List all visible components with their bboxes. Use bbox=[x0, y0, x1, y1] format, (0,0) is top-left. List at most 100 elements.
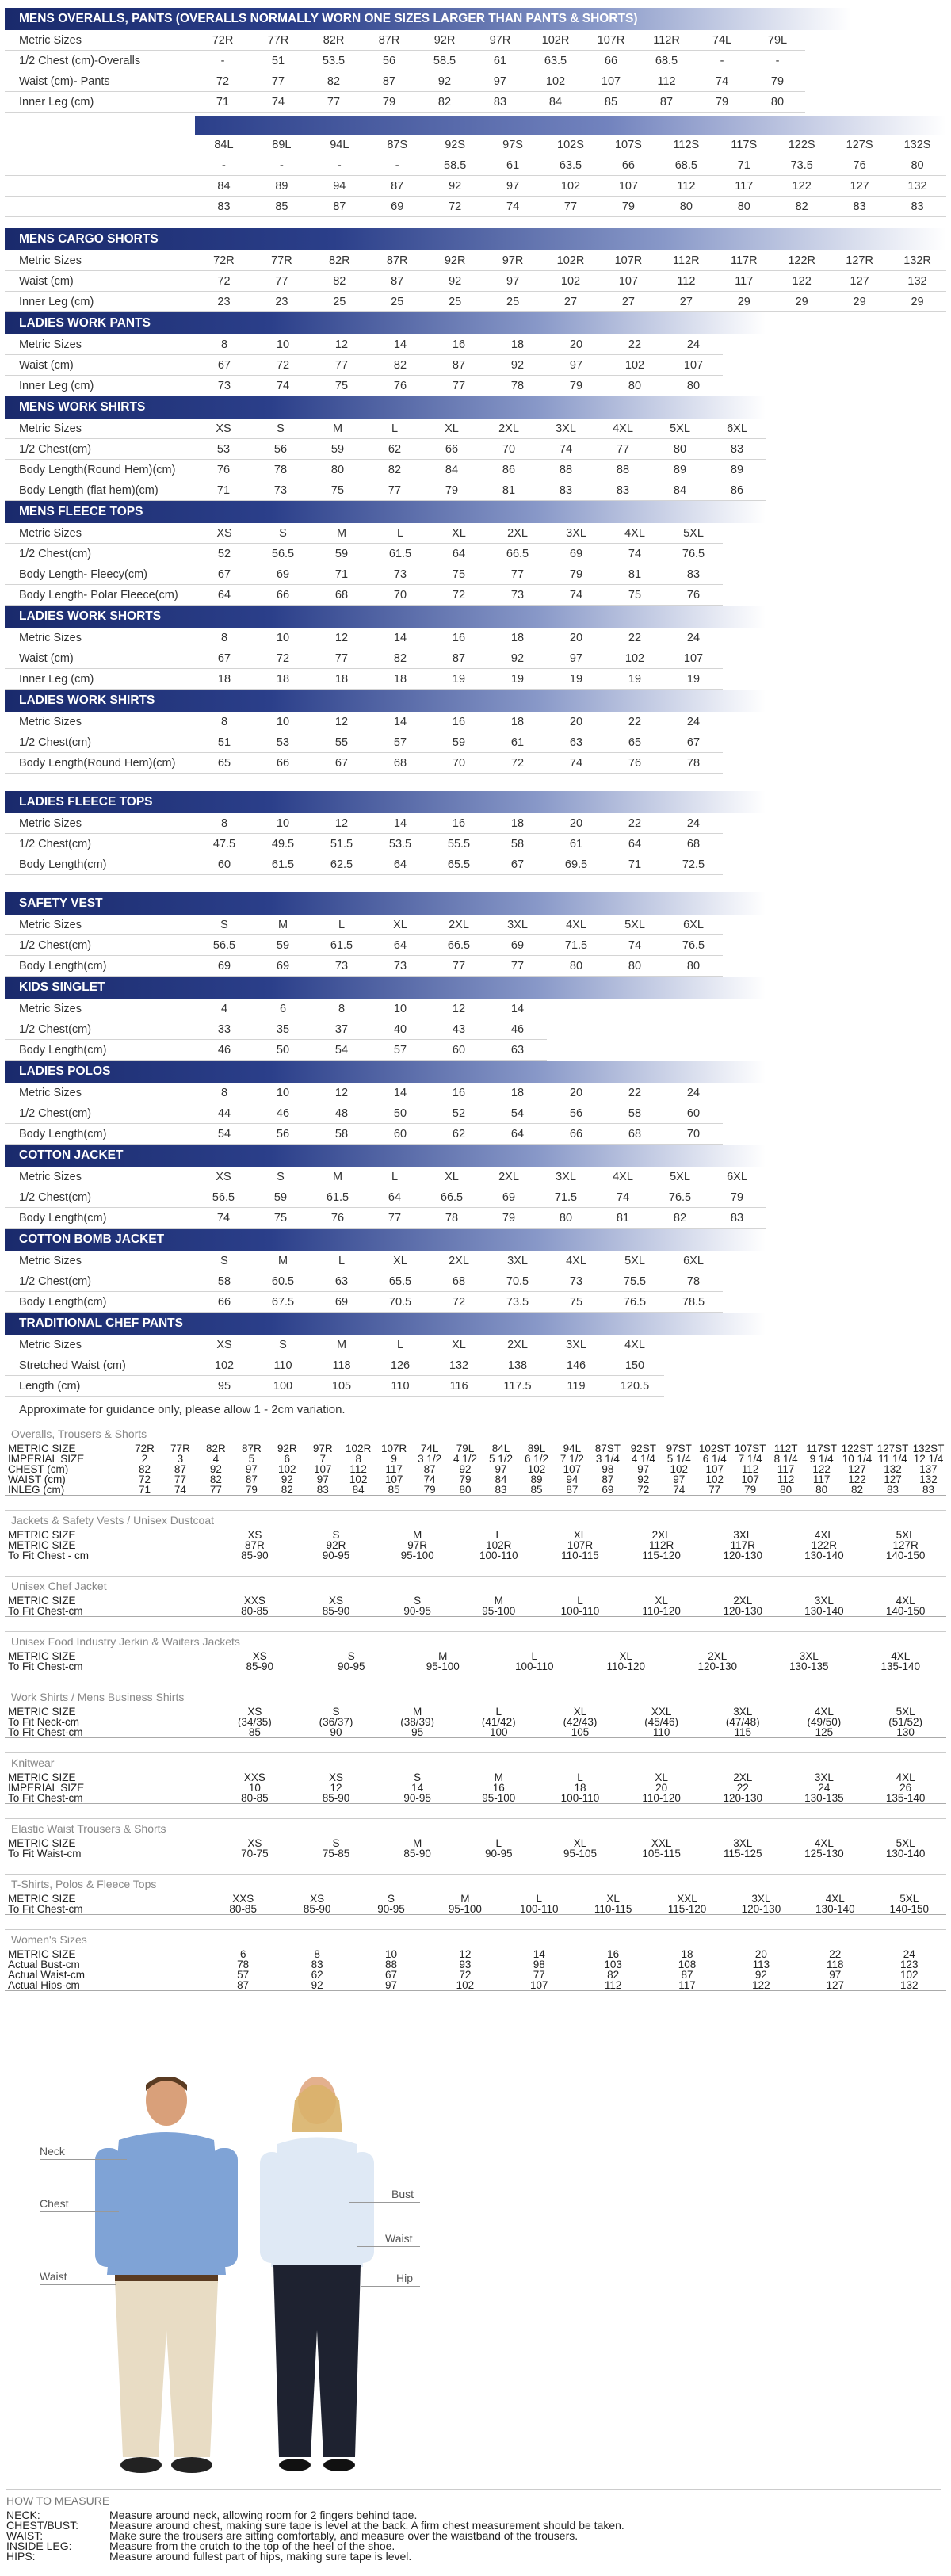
table-cell: 94L bbox=[310, 135, 369, 155]
guide-cell: 2XL bbox=[733, 1596, 753, 1606]
guide-cell: 122 bbox=[752, 1980, 770, 1991]
guide-cell: 84 bbox=[352, 1485, 365, 1496]
row-label: Stretched Waist (cm) bbox=[5, 1355, 195, 1376]
table-cell: 51 bbox=[250, 50, 306, 71]
table-cell: 80 bbox=[715, 196, 773, 217]
size-table: Metric Sizes S M L XL 2XL 3XL 4XL 5XL 6XL 1/2 Ches… bbox=[5, 1251, 723, 1313]
guide-cell: 85-90 bbox=[403, 1848, 431, 1859]
guide-cell: 117 bbox=[385, 1464, 403, 1474]
guide-block: Overalls, Trousers & Shorts METRIC SIZE 72… bbox=[5, 1424, 946, 1496]
table-cell: XS bbox=[195, 1335, 254, 1355]
neck-line bbox=[40, 2159, 127, 2160]
guide-row: METRIC SIZE XXS XS S M L XL 2XL 3XL 4XL bbox=[5, 1596, 946, 1606]
table-cell: 79 bbox=[694, 91, 750, 113]
table-cell: 71.5 bbox=[547, 934, 605, 956]
guide-cell: 85-90 bbox=[246, 1661, 274, 1672]
section-header: LADIES WORK PANTS bbox=[5, 312, 766, 334]
table-cell: 82 bbox=[306, 71, 361, 92]
table-row: Inner Leg (cm) 73 74 75 76 77 78 79 80 80 bbox=[5, 375, 723, 396]
table-cell: 67.5 bbox=[254, 1291, 312, 1313]
table-cell: 76 bbox=[605, 752, 664, 774]
guide-row-label: METRIC SIZE bbox=[8, 1596, 76, 1606]
measure-key: WAIST: bbox=[6, 2529, 44, 2542]
table-cell: 132 bbox=[430, 1355, 488, 1376]
guide-cell: 102 bbox=[349, 1474, 368, 1485]
table-row: Waist (cm) 67 72 77 82 87 92 97 102 107 bbox=[5, 354, 723, 376]
table-cell: 69 bbox=[488, 934, 547, 956]
guide-cell: 92R bbox=[277, 1443, 297, 1454]
measure-row: INSIDE LEG: Measure from the crutch to th… bbox=[6, 2540, 624, 2551]
table-cell: 78.5 bbox=[664, 1291, 723, 1313]
guide-cell: 4 1/2 bbox=[453, 1454, 478, 1464]
table-cell: 82R bbox=[310, 250, 369, 271]
guide-cell: 5 1/4 bbox=[666, 1454, 691, 1464]
guide-row-label: METRIC SIZE bbox=[8, 1949, 76, 1959]
table-cell: 19 bbox=[547, 668, 605, 690]
table-cell: 83 bbox=[594, 480, 651, 501]
row-label: Body Length(cm) bbox=[5, 955, 195, 977]
guide-cell: 97ST bbox=[666, 1443, 692, 1454]
guide-row: IMPERIAL SIZE 2 3 4 5 6 7 8 9 3 1/2 4 1/2 5 1/2 6 1/… bbox=[5, 1454, 946, 1464]
table-cell: 74 bbox=[594, 1187, 651, 1208]
table-cell: 25 bbox=[426, 291, 484, 312]
table-cell: 56 bbox=[361, 50, 417, 71]
guide-cell: 115 bbox=[734, 1727, 752, 1738]
table-row: 1/2 Chest(cm) 52 56.5 59 61.5 64 66.5 69 74 76.5 bbox=[5, 543, 723, 564]
table-row: Body Length- Fleecy(cm) 67 69 71 73 75 77 79 81 8… bbox=[5, 564, 723, 585]
table-cell: 61.5 bbox=[371, 543, 430, 564]
guide-cell: XXS bbox=[232, 1894, 254, 1904]
guide-row-label: To Fit Waist-cm bbox=[8, 1848, 82, 1859]
table-cell: 70 bbox=[664, 1123, 723, 1145]
table-cell: 66 bbox=[254, 584, 312, 606]
table-cell: 65 bbox=[195, 752, 254, 774]
label-hip: Hip bbox=[396, 2272, 414, 2284]
guide-cell: 72R bbox=[135, 1443, 155, 1454]
row-label: Metric Sizes bbox=[5, 523, 195, 544]
table-cell: 20 bbox=[547, 628, 605, 648]
row-label: Metric Sizes bbox=[5, 813, 195, 834]
guide-cell: 120-130 bbox=[723, 1550, 763, 1561]
row-label: Inner Leg (cm) bbox=[5, 668, 195, 690]
table-cell: 2XL bbox=[480, 419, 537, 439]
table-cell: 78 bbox=[664, 752, 723, 774]
row-label-empty bbox=[5, 175, 195, 197]
guide-cell: 130-140 bbox=[885, 1848, 926, 1859]
section-spacer bbox=[5, 875, 946, 892]
guide-cell: 6 bbox=[284, 1454, 291, 1464]
overalls-table-continued: 84L 89L 94L 87S 92S 97S 102S 107S 112S 117S 122S 12… bbox=[5, 135, 946, 217]
table-cell: 64 bbox=[366, 1187, 423, 1208]
table-cell: 2XL bbox=[430, 915, 488, 935]
table-row: Body Length(Round Hem)(cm) 65 66 67 68 70 72 74… bbox=[5, 752, 723, 774]
guide-cell: 95-100 bbox=[482, 1793, 516, 1804]
guide-cell: 107 bbox=[384, 1474, 403, 1485]
guide-cell: 87R bbox=[244, 1540, 265, 1550]
guide-cell: 97 bbox=[384, 1980, 397, 1991]
guide-cell: 70-75 bbox=[241, 1848, 269, 1859]
female-model bbox=[260, 2077, 374, 2471]
table-row: 1/2 Chest(cm) 33 35 37 40 43 46 bbox=[5, 1019, 547, 1040]
guide-cell: XXL bbox=[651, 1838, 672, 1848]
table-row: 84L 89L 94L 87S 92S 97S 102S 107S 112S 117S 122S 12… bbox=[5, 135, 946, 155]
table-cell: 112R bbox=[639, 30, 694, 51]
table-cell: 29 bbox=[888, 291, 946, 312]
table-cell: 79 bbox=[547, 375, 605, 396]
guide-cell: 10 1/4 bbox=[842, 1454, 873, 1464]
row-label: Waist (cm) bbox=[5, 354, 195, 376]
table-cell: 23 bbox=[195, 291, 253, 312]
table-cell: S bbox=[195, 1251, 254, 1271]
guide-cell: 107 bbox=[529, 1980, 548, 1991]
table-cell: 138 bbox=[488, 1355, 547, 1376]
table-cell: 69 bbox=[312, 1291, 371, 1313]
table-cell: 14 bbox=[371, 334, 430, 355]
table-cell: 2XL bbox=[480, 1167, 537, 1187]
guide-cell: (36/37) bbox=[319, 1717, 353, 1727]
table-cell: 62.5 bbox=[312, 854, 371, 875]
table-cell: 16 bbox=[430, 813, 488, 834]
row-label: Body Length(cm) bbox=[5, 1039, 195, 1061]
table-cell: 16 bbox=[430, 1083, 488, 1103]
table-cell: 100 bbox=[254, 1375, 312, 1397]
guide-row: Actual Hips-cm 87 92 97 102 107 112 117 122 127 13… bbox=[5, 1980, 946, 1991]
guide-cell: (41/42) bbox=[481, 1717, 516, 1727]
row-label: Metric Sizes bbox=[5, 712, 195, 732]
row-label: Metric Sizes bbox=[5, 1167, 195, 1187]
